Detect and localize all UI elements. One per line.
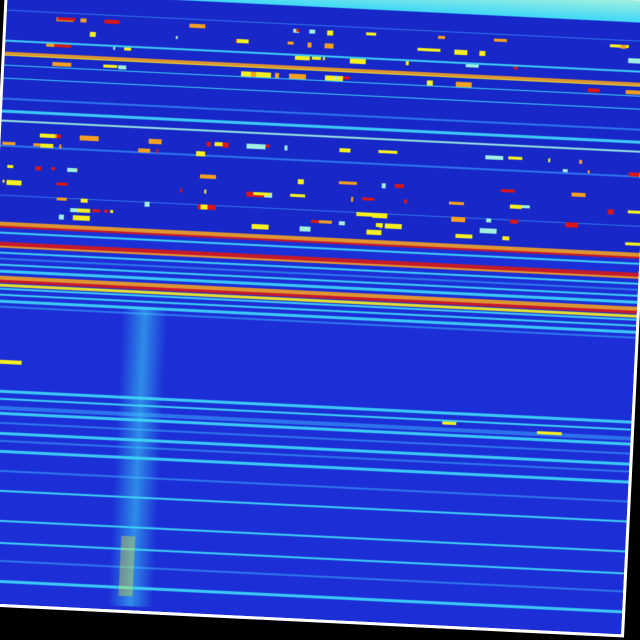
spectrogram-heatmap xyxy=(0,0,640,635)
rotated-spectrogram-frame xyxy=(0,0,640,638)
